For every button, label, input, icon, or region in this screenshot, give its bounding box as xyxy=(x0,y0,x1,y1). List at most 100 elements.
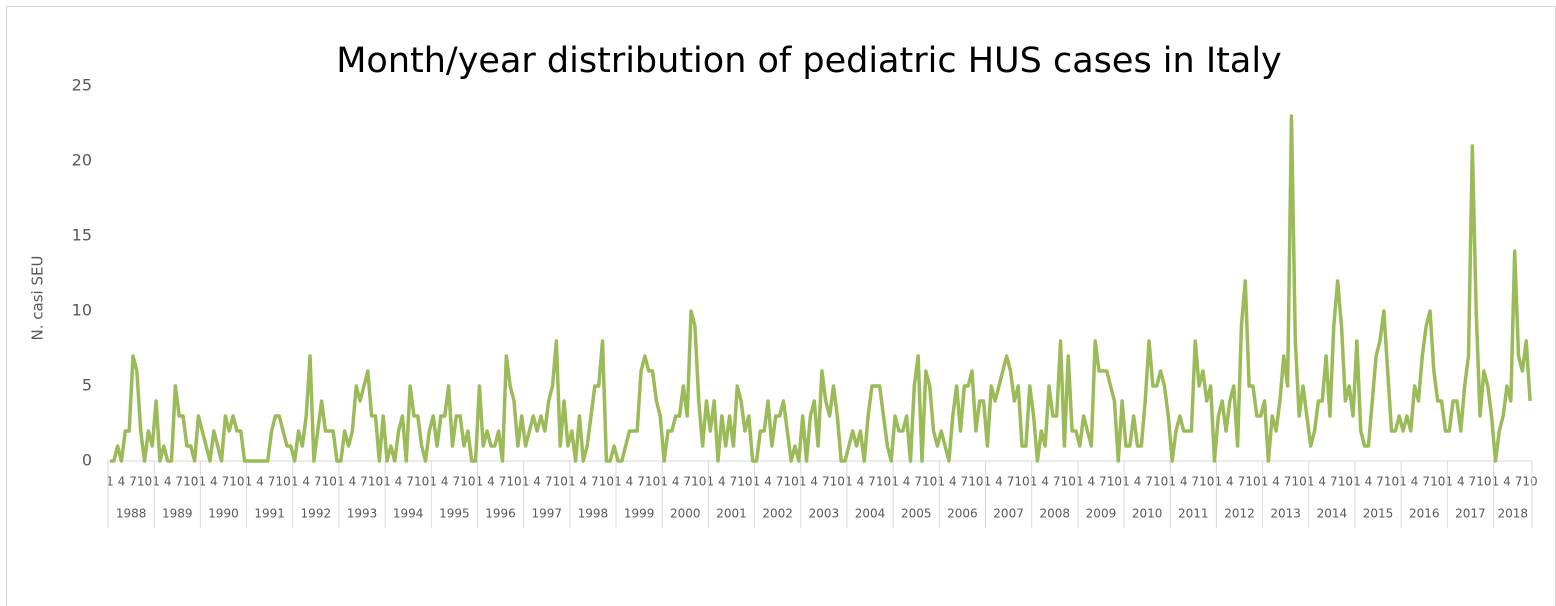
x-tick-label: 10 xyxy=(553,475,568,489)
x-tick-label: 4 xyxy=(764,475,772,489)
x-tick-label: 10 xyxy=(137,475,152,489)
x-tick-label: 10 xyxy=(275,475,290,489)
x-tick-label: 10 xyxy=(1014,475,1029,489)
year-label: 1991 xyxy=(254,507,285,521)
x-tick-label: 10 xyxy=(1245,475,1260,489)
x-tick-label: 1 xyxy=(1168,475,1176,489)
x-tick-label: 1 xyxy=(660,475,668,489)
year-label: 1989 xyxy=(162,507,193,521)
x-tick-label: 1 xyxy=(845,475,853,489)
x-tick-label: 7 xyxy=(129,475,137,489)
x-tick-label: 4 xyxy=(118,475,126,489)
year-label: 1995 xyxy=(439,507,470,521)
x-tick-label: 7 xyxy=(683,475,691,489)
x-tick-label: 10 xyxy=(1199,475,1214,489)
x-tick-label: 7 xyxy=(1053,475,1061,489)
x-tick-label: 4 xyxy=(1272,475,1280,489)
x-tick-label: 10 xyxy=(1061,475,1076,489)
x-tick-label: 10 xyxy=(1292,475,1307,489)
x-tick-label: 1 xyxy=(1307,475,1315,489)
x-tick-label: 7 xyxy=(1330,475,1338,489)
x-tick-label: 4 xyxy=(718,475,726,489)
x-tick-label: 4 xyxy=(1365,475,1373,489)
x-tick-label: 10 xyxy=(830,475,845,489)
x-tick-label: 7 xyxy=(222,475,230,489)
x-tick-label: 10 xyxy=(599,475,614,489)
year-label: 1988 xyxy=(116,507,147,521)
x-tick-label: 10 xyxy=(1430,475,1445,489)
x-tick-label: 1 xyxy=(1445,475,1453,489)
x-tick-label: 4 xyxy=(1411,475,1419,489)
x-tick-label: 7 xyxy=(1422,475,1430,489)
x-tick-label: 10 xyxy=(183,475,198,489)
x-tick-label: 1 xyxy=(1399,475,1407,489)
x-tick-label: 1 xyxy=(1492,475,1500,489)
x-tick-label: 1 xyxy=(891,475,899,489)
x-tick-label: 10 xyxy=(645,475,660,489)
x-tick-label: 7 xyxy=(1191,475,1199,489)
y-tick-label: 5 xyxy=(82,376,92,395)
x-tick-label: 10 xyxy=(691,475,706,489)
x-tick-label: 1 xyxy=(937,475,945,489)
x-tick-label: 7 xyxy=(822,475,830,489)
year-label: 2015 xyxy=(1363,507,1394,521)
x-tick-label: 1 xyxy=(706,475,714,489)
year-label: 1999 xyxy=(624,507,655,521)
x-tick-label: 4 xyxy=(995,475,1003,489)
y-axis-label: N. casi SEU xyxy=(29,256,47,341)
x-tick-label: 7 xyxy=(1145,475,1153,489)
x-tick-label: 4 xyxy=(1226,475,1234,489)
x-tick-label: 7 xyxy=(1515,475,1523,489)
x-tick-label: 4 xyxy=(1457,475,1465,489)
year-label: 2003 xyxy=(809,507,840,521)
year-label: 2004 xyxy=(855,507,886,521)
x-tick-label: 7 xyxy=(1099,475,1107,489)
x-tick-label: 1 xyxy=(1215,475,1223,489)
x-tick-label: 10 xyxy=(229,475,244,489)
x-tick-label: 4 xyxy=(210,475,218,489)
x-tick-label: 10 xyxy=(506,475,521,489)
year-label: 1994 xyxy=(393,507,424,521)
x-tick-label: 10 xyxy=(922,475,937,489)
x-tick-label: 4 xyxy=(949,475,957,489)
x-tick-label: 10 xyxy=(1384,475,1399,489)
x-tick-label: 4 xyxy=(903,475,911,489)
x-tick-label: 4 xyxy=(164,475,172,489)
year-label: 1993 xyxy=(347,507,378,521)
x-tick-label: 1 xyxy=(1076,475,1084,489)
x-tick-label: 1 xyxy=(1030,475,1038,489)
y-tick-label: 20 xyxy=(72,151,92,170)
x-tick-label: 10 xyxy=(783,475,798,489)
x-tick-label: 10 xyxy=(1107,475,1122,489)
x-tick-label: 4 xyxy=(1088,475,1096,489)
x-tick-label: 1 xyxy=(753,475,761,489)
x-tick-label: 7 xyxy=(1284,475,1292,489)
year-label: 2007 xyxy=(993,507,1024,521)
x-tick-label: 7 xyxy=(360,475,368,489)
x-tick-label: 4 xyxy=(395,475,403,489)
year-label: 2010 xyxy=(1132,507,1163,521)
x-tick-label: 1 xyxy=(337,475,345,489)
year-label: 1992 xyxy=(301,507,332,521)
x-tick-label: 4 xyxy=(1318,475,1326,489)
year-label: 1998 xyxy=(578,507,609,521)
year-label: 2000 xyxy=(670,507,701,521)
x-tick-label: 4 xyxy=(349,475,357,489)
x-tick-label: 10 xyxy=(1153,475,1168,489)
year-label: 2006 xyxy=(947,507,978,521)
x-tick-label: 4 xyxy=(441,475,449,489)
y-tick-label: 25 xyxy=(72,76,92,95)
x-tick-label: 4 xyxy=(1180,475,1188,489)
x-tick-label: 1 xyxy=(476,475,484,489)
x-tick-label: 1 xyxy=(291,475,299,489)
year-label: 2002 xyxy=(762,507,793,521)
x-tick-label: 7 xyxy=(776,475,784,489)
x-tick-label: 10 xyxy=(322,475,337,489)
x-tick-label: 4 xyxy=(1503,475,1511,489)
x-tick-label: 4 xyxy=(256,475,264,489)
year-label: 2012 xyxy=(1224,507,1255,521)
x-tick-label: 7 xyxy=(268,475,276,489)
x-tick-label: 4 xyxy=(487,475,495,489)
x-tick-label: 1 xyxy=(614,475,622,489)
